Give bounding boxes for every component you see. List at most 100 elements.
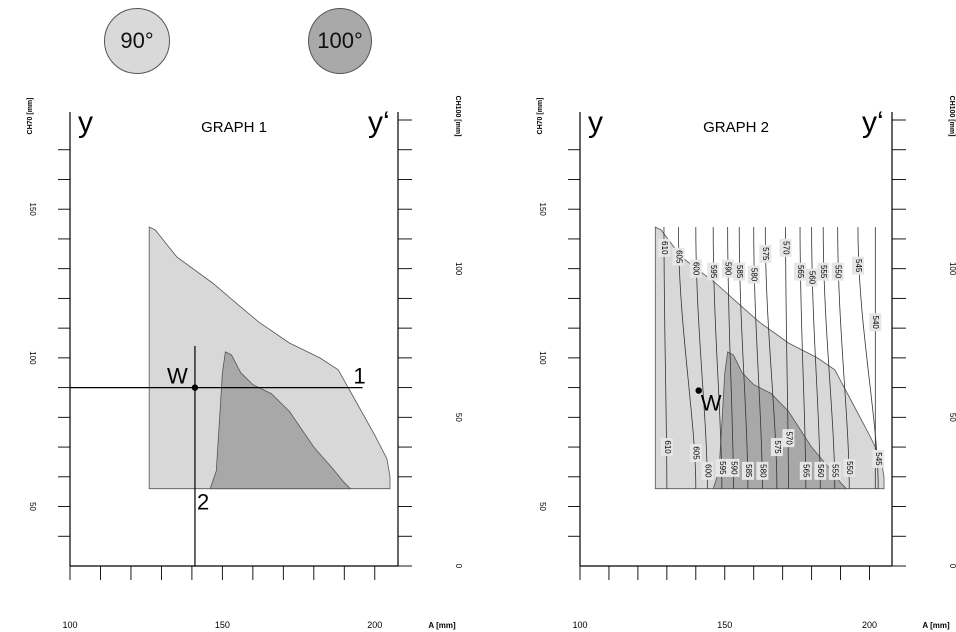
g2-contour-label-top-box	[707, 262, 720, 281]
g2-contour-label-bottom: 585	[744, 464, 753, 478]
g1-x-tick-label: 200	[367, 620, 382, 630]
g2-y-left-axis-label: CH70 [mm]	[537, 98, 544, 135]
g1-y-right-tick-label: 100	[454, 262, 463, 276]
g2-contour-label-bottom: 555	[831, 464, 840, 478]
g2-contour-line	[811, 227, 821, 489]
g1-y-right-tick-label: 0	[454, 564, 463, 569]
g2-contour-label-top-box	[794, 262, 807, 281]
badge-100-degrees: 100°	[308, 8, 372, 74]
g2-contour-label-top: 590	[724, 262, 733, 276]
g2-contour-label-bottom-box	[660, 438, 673, 457]
g2-contour-label-top-box	[689, 259, 702, 278]
g2-contour-label-bottom: 580	[758, 464, 767, 478]
g2-contour-line	[785, 227, 789, 489]
g2-contour-label-bottom-box	[727, 458, 740, 477]
g2-x-tick-label: 200	[862, 620, 877, 630]
g2-contour-label-top-box	[869, 313, 882, 332]
g2-contour-label-top-box	[657, 238, 670, 257]
g2-contour-label-bottom: 610	[663, 440, 672, 454]
g2-contour-label-bottom-box	[799, 461, 812, 480]
g2-contour-label-bottom-box	[872, 449, 885, 468]
g2-contour-label-bottom-box	[828, 461, 841, 480]
g2-contour-label-top-box	[759, 244, 772, 263]
g2-contour-label-top: 570	[781, 241, 790, 255]
g1-y-left-tick-label: 150	[28, 203, 37, 217]
g2-contour-label-top: 550	[834, 265, 843, 279]
g2-contour-label-bottom: 605	[692, 446, 701, 460]
g2-contour-label-top-box	[851, 256, 864, 275]
g2-contour-label-bottom: 575	[773, 440, 782, 454]
g2-contour-label-top: 565	[796, 265, 805, 279]
g2-contour-label-bottom-box	[782, 429, 795, 448]
g2-contour-label-top-box	[733, 262, 746, 281]
g2-contour-line	[753, 227, 763, 489]
g2-y-right-tick-label: 100	[948, 262, 956, 276]
g1-region-100-degrees	[209, 351, 352, 490]
g2-contour-label-top: 560	[808, 271, 817, 285]
g2-y-right-tick-label: 50	[948, 413, 956, 422]
g2-contour-label-bottom: 595	[718, 461, 727, 475]
g2-contour-line	[764, 227, 778, 489]
g2-chart-title: GRAPH 2	[703, 119, 769, 136]
g1-chart-title: GRAPH 1	[201, 119, 267, 136]
g2-contour-label-top: 575	[761, 247, 770, 261]
g2-contour-label-bottom-box	[689, 444, 702, 463]
g2-contour-label-top-box	[747, 265, 760, 284]
g1-axis-letter-right: y‘	[368, 106, 390, 139]
g2-contour-label-bottom-box	[701, 461, 714, 480]
g1-x-tick-label: 100	[62, 620, 77, 630]
g2-contour-label-bottom: 600	[703, 464, 712, 478]
g2-contour-label-top: 610	[660, 241, 669, 255]
g1-y-left-axis-label: CH70 [mm]	[27, 98, 34, 135]
g1-region-90-degrees	[148, 226, 391, 490]
g2-contour-label-top: 595	[709, 265, 718, 279]
g2-contour-label-top-box	[831, 262, 844, 281]
badge-90-degrees: 90°	[104, 8, 170, 74]
g2-contour-label-top-box	[721, 259, 734, 278]
g2-contour-label-top-box	[805, 268, 818, 287]
g2-y-right-axis-label: CH100 [mm]	[948, 96, 955, 137]
g1-y-left-tick-label: 100	[28, 351, 37, 365]
g2-y-left-tick-label: 50	[538, 502, 547, 511]
g2-axis-letter-left: y	[588, 106, 603, 139]
g2-contour-label-bottom-box	[843, 458, 856, 477]
g2-contour-label-bottom: 590	[729, 461, 738, 475]
g2-contour-label-top: 580	[750, 268, 759, 282]
g2-contour-label-bottom-box	[715, 458, 728, 477]
g1-guide-label-2: 2	[197, 490, 209, 515]
g2-contour-label-bottom-box	[756, 461, 769, 480]
g2-y-left-tick-label: 150	[538, 203, 547, 217]
g2-x-axis-label: A [mm]	[922, 621, 950, 630]
g2-contour-label-bottom: 545	[874, 452, 883, 466]
g1-y-right-axis-label: CH100 [mm]	[454, 96, 461, 137]
g2-contour-label-top: 605	[674, 250, 683, 264]
g2-contour-label-bottom: 570	[784, 431, 793, 445]
g1-guide-label-1: 1	[353, 364, 365, 389]
g2-x-tick-label: 100	[572, 620, 587, 630]
g2-x-tick-label: 150	[717, 620, 732, 630]
g2-axis-letter-right: y‘	[862, 106, 884, 139]
g1-x-axis-label: A [mm]	[428, 621, 456, 630]
g2-contour-label-top: 600	[692, 262, 701, 276]
g1-point-w-marker	[191, 384, 199, 391]
g2-contour-label-top: 540	[871, 316, 880, 330]
g1-x-tick-label: 150	[215, 620, 230, 630]
g1-point-w-label: W	[167, 364, 188, 389]
g2-contour-label-bottom-box	[770, 438, 783, 457]
g2-contour-label-top: 545	[854, 259, 863, 273]
g1-y-left-tick-label: 50	[28, 502, 37, 511]
g2-contour-label-bottom: 565	[802, 464, 811, 478]
g2-contour-label-bottom: 560	[816, 464, 825, 478]
g2-contour-label-top-box	[672, 247, 685, 266]
g1-axis-letter-left: y	[78, 106, 93, 139]
g2-contour-label-bottom-box	[741, 461, 754, 480]
g2-y-left-tick-label: 100	[538, 351, 547, 365]
g2-contour-label-top: 555	[819, 265, 828, 279]
g2-point-w-label: W	[701, 391, 722, 416]
g1-y-right-tick-label: 50	[454, 413, 463, 422]
g2-point-w-marker	[695, 387, 702, 394]
g2-contour-label-top-box	[779, 238, 792, 257]
g2-contour-line	[663, 227, 668, 489]
g2-contour-label-top-box	[817, 262, 830, 281]
